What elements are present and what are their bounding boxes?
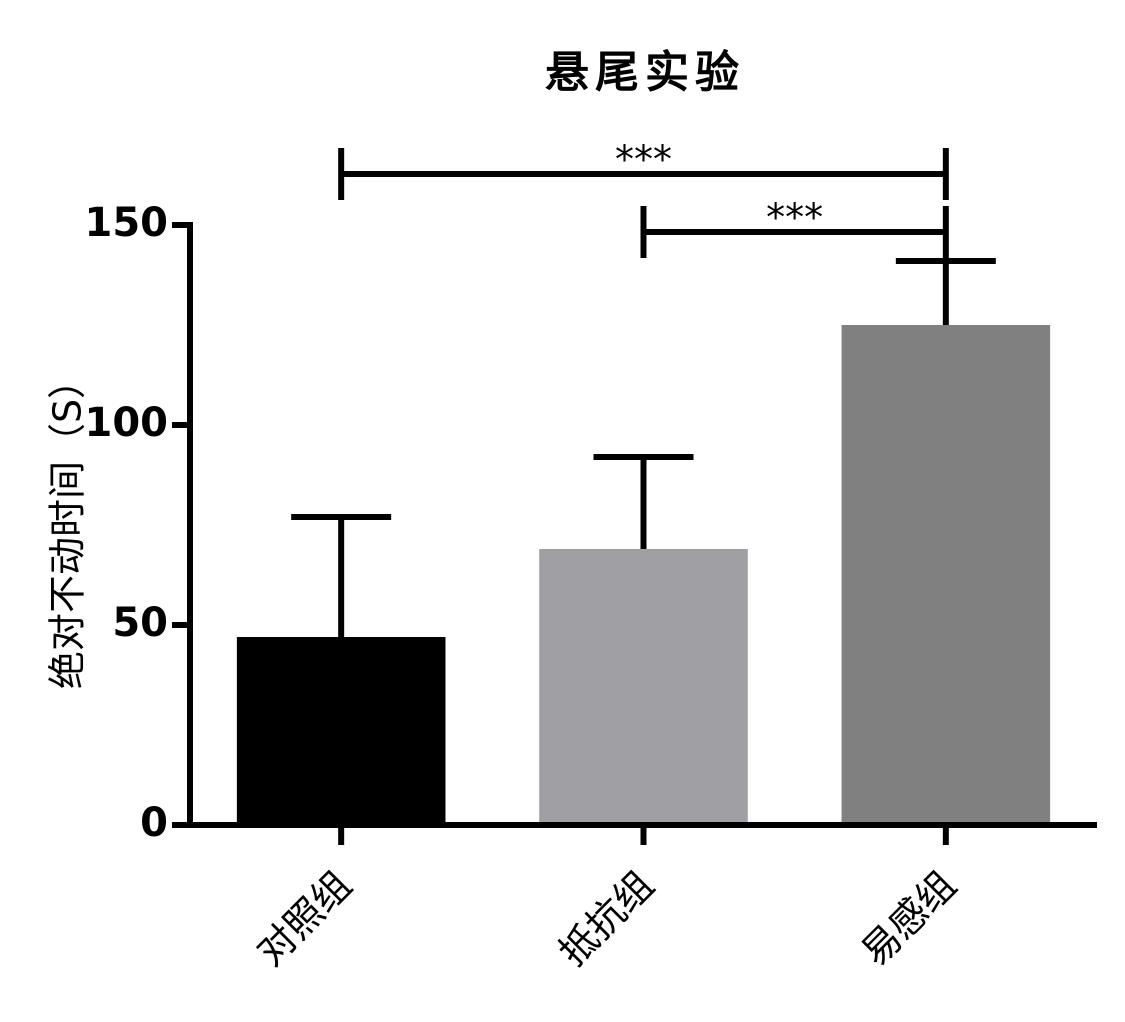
significance-label: *** xyxy=(615,138,672,182)
x-tick-label: 对照组 xyxy=(248,863,360,975)
y-tick-label: 50 xyxy=(112,600,168,646)
y-axis-label: 绝对不动时间（S） xyxy=(46,361,90,689)
bar xyxy=(236,637,446,825)
y-tick-label: 0 xyxy=(140,800,168,846)
significance-label: *** xyxy=(766,196,823,240)
bar xyxy=(841,325,1051,825)
y-tick-label: 100 xyxy=(85,400,169,446)
y-tick-label: 150 xyxy=(85,200,169,246)
chart-title: 悬尾实验 xyxy=(545,47,745,98)
bar xyxy=(539,549,748,825)
x-tick-label: 抵抗组 xyxy=(551,863,663,975)
x-tick-label: 易感组 xyxy=(853,863,965,975)
